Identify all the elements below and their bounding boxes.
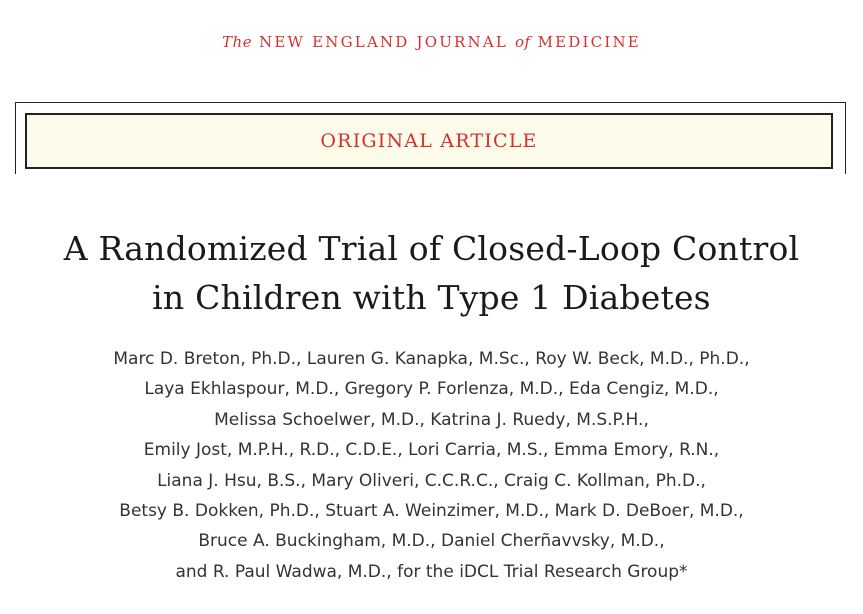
journal-prefix: The xyxy=(222,33,253,51)
author-line: and R. Paul Wadwa, M.D., for the iDCL Tr… xyxy=(175,561,688,582)
journal-masthead: The NEW ENGLAND JOURNAL of MEDICINE xyxy=(0,31,863,53)
author-list: Marc D. Breton, Ph.D., Lauren G. Kanapka… xyxy=(0,344,863,587)
article-frame xyxy=(15,102,846,174)
article-type-box: ORIGINAL ARTICLE xyxy=(25,113,833,169)
author-line: Liana J. Hsu, B.S., Mary Oliveri, C.C.R.… xyxy=(157,470,706,491)
author-line: Bruce A. Buckingham, M.D., Daniel Cherña… xyxy=(198,531,665,552)
author-line: Betsy B. Dokken, Ph.D., Stuart A. Weinzi… xyxy=(119,501,744,522)
title-line: in Children with Type 1 Diabetes xyxy=(152,278,711,317)
author-line: Marc D. Breton, Ph.D., Lauren G. Kanapka… xyxy=(113,349,750,369)
author-line: Melissa Schoelwer, M.D., Katrina J. Rued… xyxy=(214,409,649,430)
article-type-label: ORIGINAL ARTICLE xyxy=(320,130,538,152)
article-title: A Randomized Trial of Closed-Loop Contro… xyxy=(0,224,863,322)
journal-connector: of xyxy=(515,33,531,51)
journal-name-part1: NEW ENGLAND JOURNAL xyxy=(259,33,509,51)
title-line: A Randomized Trial of Closed-Loop Contro… xyxy=(63,229,800,268)
journal-name-part2: MEDICINE xyxy=(537,33,641,51)
author-line: Emily Jost, M.P.H., R.D., C.D.E., Lori C… xyxy=(143,440,720,461)
author-line: Laya Ekhlaspour, M.D., Gregory P. Forlen… xyxy=(144,379,719,400)
